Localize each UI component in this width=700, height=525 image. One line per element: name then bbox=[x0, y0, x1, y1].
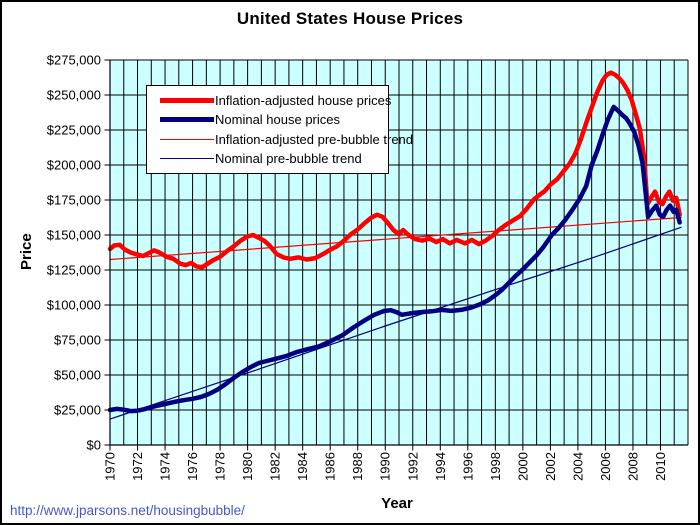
y-tick-label: $200,000 bbox=[47, 158, 101, 173]
axes bbox=[109, 60, 688, 446]
legend-label: Inflation-adjusted pre-bubble trend bbox=[215, 131, 414, 147]
y-tick-label: $100,000 bbox=[47, 298, 101, 313]
x-tick-label: 1990 bbox=[378, 452, 393, 481]
x-tick-label: 1982 bbox=[268, 452, 283, 481]
legend-line-sample-red-thin bbox=[160, 138, 214, 140]
legend-item-nominal: Nominal house prices bbox=[160, 113, 384, 126]
x-tick-label: 2000 bbox=[515, 452, 530, 481]
x-tick-label: 1974 bbox=[158, 452, 173, 481]
legend-label: Inflation-adjusted house prices bbox=[215, 93, 392, 109]
x-tick-label: 1980 bbox=[240, 452, 255, 481]
y-tick-label: $50,000 bbox=[54, 368, 101, 383]
x-axis-title: Year bbox=[381, 495, 413, 512]
y-tick-label: $75,000 bbox=[54, 333, 101, 348]
legend-item-inflation-adjusted: Inflation-adjusted house prices bbox=[160, 94, 391, 107]
chart-title: United States House Prices bbox=[236, 9, 464, 28]
y-tick-label: $250,000 bbox=[47, 88, 101, 103]
y-tick-label: $0 bbox=[87, 438, 101, 453]
x-tick-label: 2004 bbox=[570, 452, 585, 481]
series-line-nominal-pre-bubble-trend bbox=[109, 226, 682, 420]
legend-item-nominal-trend: Nominal pre-bubble trend bbox=[160, 152, 384, 165]
x-tick-label: 1986 bbox=[323, 452, 338, 481]
legend-line-sample-navy-thin bbox=[160, 157, 214, 159]
x-tick-label: 1996 bbox=[460, 452, 475, 481]
x-tick-label: 2010 bbox=[653, 452, 668, 481]
legend-item-inflation-adjusted-trend: Inflation-adjusted pre-bubble trend bbox=[160, 133, 413, 146]
x-tick-label: 1972 bbox=[130, 452, 145, 481]
y-tick-label: $25,000 bbox=[54, 403, 101, 418]
legend-line-sample-navy-thick bbox=[160, 117, 214, 123]
x-tick-label: 1984 bbox=[295, 452, 310, 481]
series-line-inflation-adjusted-house-prices bbox=[107, 70, 682, 270]
y-tick-label: $125,000 bbox=[47, 263, 101, 278]
series-line-nominal-house-prices bbox=[107, 104, 682, 414]
x-tick-label: 2008 bbox=[625, 452, 640, 481]
x-tick-label: 2006 bbox=[598, 452, 613, 481]
y-tick-label: $225,000 bbox=[47, 123, 101, 138]
x-tick-label: 1998 bbox=[488, 452, 503, 481]
x-tick-label: 1994 bbox=[433, 452, 448, 481]
x-tick-label: 2002 bbox=[543, 452, 558, 481]
legend-label: Nominal pre-bubble trend bbox=[215, 150, 362, 166]
x-tick-label: 1988 bbox=[350, 452, 365, 481]
source-url-link[interactable]: http://www.jparsons.net/housingbubble/ bbox=[10, 503, 245, 518]
series-line-inflation-adjusted-pre-bubble-trend bbox=[109, 216, 682, 261]
x-tick-label: 1976 bbox=[185, 452, 200, 481]
legend: Inflation-adjusted house prices Nominal … bbox=[146, 85, 413, 174]
x-tick-label: 1992 bbox=[405, 452, 420, 481]
y-tick-label: $275,000 bbox=[47, 53, 101, 68]
legend-line-sample-red-thick bbox=[160, 98, 214, 104]
x-tick-label: 1978 bbox=[213, 452, 228, 481]
tick-marks bbox=[104, 59, 661, 451]
tick-labels: $0 $25,000 $50,000 $75,000 $100,000 $125,000 $… bbox=[47, 53, 668, 481]
y-tick-label: $175,000 bbox=[47, 193, 101, 208]
y-tick-label: $150,000 bbox=[47, 228, 101, 243]
x-tick-label: 1970 bbox=[103, 452, 118, 481]
legend-label: Nominal house prices bbox=[215, 112, 341, 128]
y-axis-title: Price bbox=[18, 233, 35, 270]
